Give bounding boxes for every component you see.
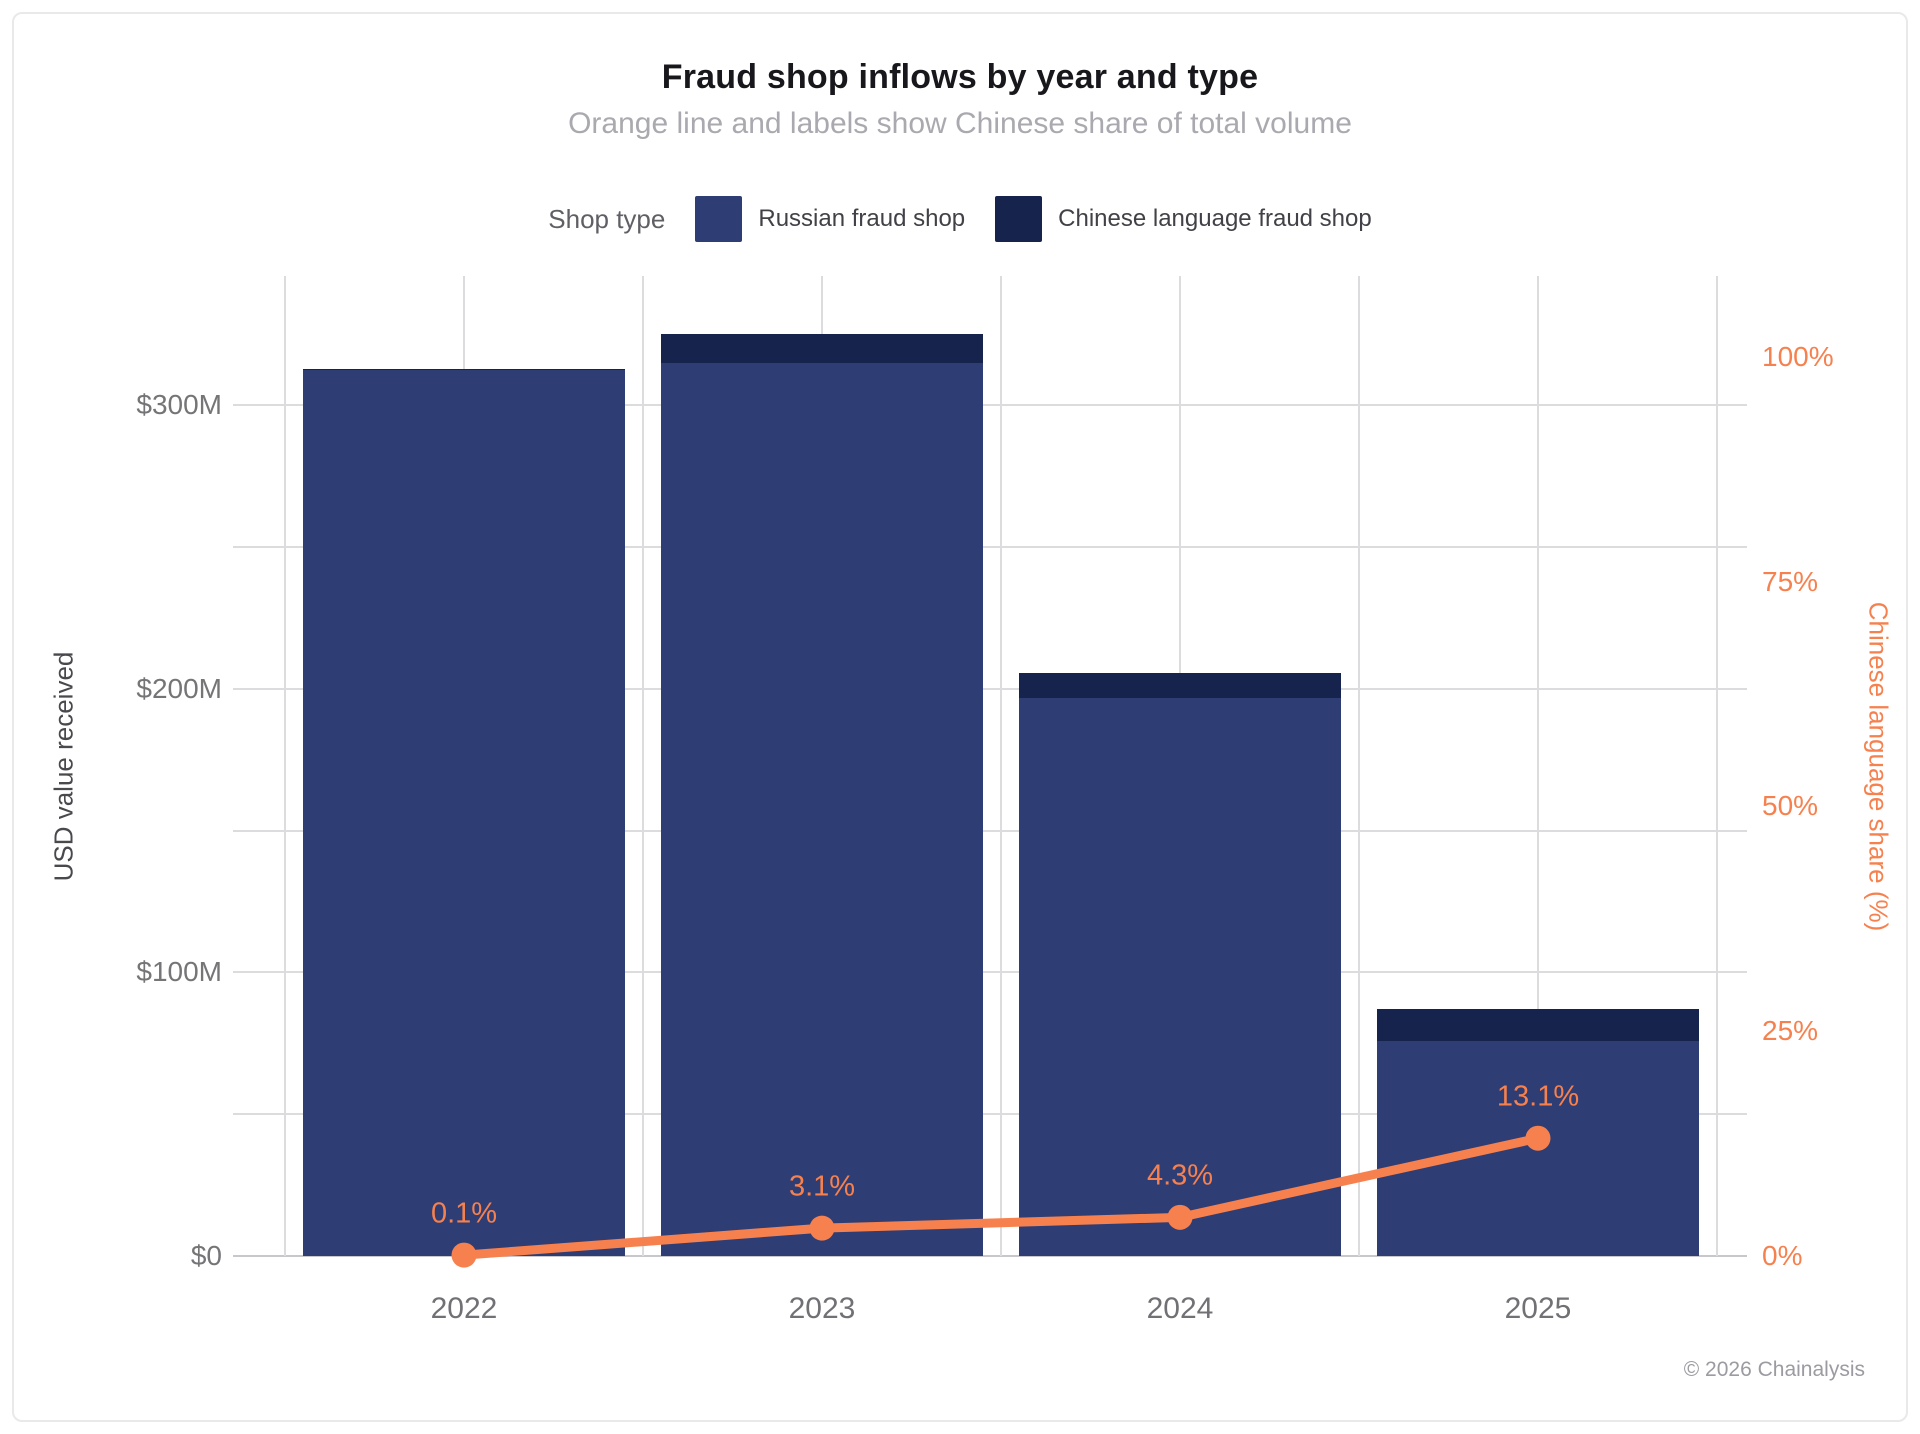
bar-russian-2023 xyxy=(661,362,983,1256)
bar-chinese-2023 xyxy=(661,334,983,363)
gridline-vertical xyxy=(1537,276,1539,1256)
bar-chinese-2025 xyxy=(1377,1008,1699,1042)
left-axis-title: USD value received xyxy=(48,651,79,882)
y-tick-label: $200M xyxy=(136,672,222,704)
share-label-2024: 4.3% xyxy=(1146,1159,1214,1192)
gridline-horizontal xyxy=(233,971,1747,974)
gridline-vertical xyxy=(642,276,644,1256)
pct-tick-label: 50% xyxy=(1762,790,1819,822)
page-title: Fraud shop inflows by year and type xyxy=(661,58,1259,96)
right-axis-title: Chinese language share (%) xyxy=(1863,601,1894,932)
legend-title: Shop type xyxy=(548,203,666,234)
legend-label-russian: Russian fraud shop xyxy=(758,205,966,232)
copyright-note: © 2026 Chainalysis xyxy=(1683,1358,1865,1381)
legend-swatch-russian xyxy=(695,196,743,242)
legend-swatch-chinese xyxy=(995,196,1043,242)
gridline-horizontal xyxy=(233,687,1747,690)
chart-header: Fraud shop inflows by year and type Oran… xyxy=(0,54,1920,147)
pct-tick-label: 25% xyxy=(1762,1015,1819,1047)
x-tick-label-2024: 2024 xyxy=(1146,1292,1214,1325)
pct-tick-label: 75% xyxy=(1762,565,1819,597)
page-subtitle: Orange line and labels show Chinese shar… xyxy=(568,107,1352,140)
gridline-horizontal xyxy=(233,829,1747,832)
legend-label-chinese: Chinese language fraud shop xyxy=(1058,205,1372,232)
x-tick-label-2023: 2023 xyxy=(788,1292,856,1325)
legend-item-russian: Russian fraud shop xyxy=(695,196,965,242)
bar-chinese-2024 xyxy=(1019,672,1341,698)
legend-item-chinese: Chinese language fraud shop xyxy=(995,196,1372,242)
y-tick-label: $0 xyxy=(190,1240,222,1271)
legend: Shop type Russian fraud shop Chinese lan… xyxy=(0,196,1920,242)
x-tick-label-2022: 2022 xyxy=(430,1292,498,1325)
gridline-horizontal xyxy=(233,1113,1747,1116)
pct-tick-label: 0% xyxy=(1762,1240,1803,1271)
y-tick-label: $300M xyxy=(136,389,222,421)
bar-russian-2025 xyxy=(1377,1041,1699,1256)
gridline-vertical xyxy=(1358,276,1360,1256)
x-tick-label-2025: 2025 xyxy=(1504,1292,1572,1325)
share-label-2022: 0.1% xyxy=(430,1197,498,1230)
gridline-vertical xyxy=(1000,276,1002,1256)
pct-tick-label: 100% xyxy=(1762,340,1834,372)
y-tick-label: $100M xyxy=(136,956,222,988)
share-label-2025: 13.1% xyxy=(1496,1080,1580,1113)
bar-russian-2022 xyxy=(303,369,625,1256)
gridline-vertical xyxy=(1716,276,1718,1256)
gridline-horizontal xyxy=(233,545,1747,548)
gridline-horizontal xyxy=(233,404,1747,407)
gridline-vertical xyxy=(284,276,286,1256)
share-label-2023: 3.1% xyxy=(788,1170,856,1203)
bar-chinese-2022 xyxy=(303,368,625,370)
